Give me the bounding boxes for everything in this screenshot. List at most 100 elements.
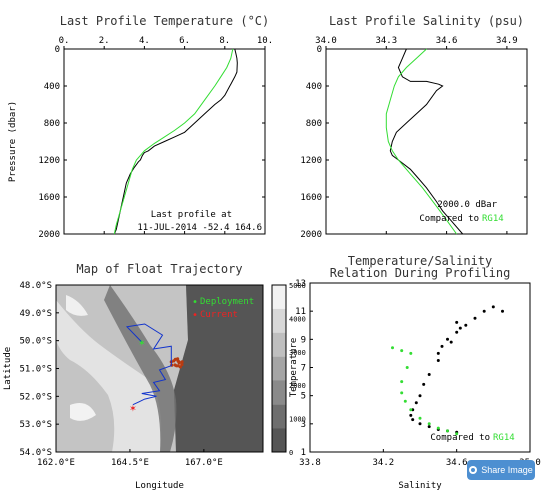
ts-profile-point: [411, 418, 415, 422]
temperature-y-axis-label: Pressure (dbar): [8, 101, 18, 182]
temperature-reference-line: [113, 48, 234, 235]
ts-y-tick-label: 3: [301, 420, 306, 430]
map-island: [70, 402, 96, 421]
ts-profile-point: [418, 422, 422, 426]
temperature-y-tick-label: 1600: [38, 193, 60, 203]
salinity-y-tick-label: 0: [317, 45, 322, 55]
ts-reference-point: [409, 351, 413, 355]
ts-reference-point: [405, 366, 409, 369]
current-marker: ✶: [130, 401, 137, 414]
map-y-tick-label: 53.0°S: [19, 420, 52, 430]
ts-reference-point: [400, 380, 404, 384]
ts-reference-point: [400, 391, 404, 395]
map-float-cluster-point: [176, 364, 180, 368]
ts-profile-point: [464, 323, 468, 327]
ts-x-tick-label: 33.8: [299, 458, 321, 468]
ts-y-axis-label: Temperature: [289, 338, 299, 398]
salinity-reference-line: [385, 48, 458, 235]
colorbar-segment: [272, 380, 286, 405]
ts-profile-point: [482, 309, 486, 313]
ts-reference-name: RG14: [493, 433, 515, 443]
salinity-profile-panel: Last Profile Salinity (psu) 34.0 34.3 34.6 3…: [300, 14, 528, 240]
map-x-tick-label: 167.0°E: [185, 458, 223, 468]
map-deep-region: [174, 285, 263, 452]
temperature-y-tick-label: 2000: [38, 230, 60, 240]
ts-x-tick-label: 34.2: [372, 458, 394, 468]
map-ridge-channel: [104, 285, 177, 452]
ts-profile-point: [473, 316, 477, 320]
temperature-y-tick-label: 800: [44, 119, 60, 129]
temperature-profile-panel: Last Profile Temperature (°C) 0. 2. 4. 6. 8. 1…: [8, 14, 273, 240]
map-x-tick-label: 164.5°E: [111, 458, 149, 468]
ts-profile-point: [455, 320, 459, 324]
ts-reference-point: [446, 429, 449, 433]
colorbar-tick-label: 1000: [289, 416, 306, 424]
salinity-depth-label: 2000.0 dBar: [437, 200, 497, 210]
colorbar-tick-label: 3000: [289, 349, 306, 357]
colorbar-tick-label: 4000: [289, 315, 306, 323]
colorbar-segment: [272, 308, 286, 333]
map-y-axis-label: Latitude: [3, 347, 13, 390]
map-y-tick-label: 49.0°S: [19, 309, 52, 319]
salinity-x-tick-label: 34.6: [436, 36, 458, 46]
temperature-y-tick-label: 1200: [38, 156, 60, 166]
temperature-y-tick-label: 400: [44, 82, 60, 92]
ts-chart-subtitle: Relation During Profiling: [330, 266, 511, 280]
map-ridge-shallow: [56, 300, 162, 452]
ts-y-tick-label: 1: [301, 448, 306, 458]
colorbar-tick-label: 0: [289, 449, 293, 457]
ts-reference-point: [400, 349, 404, 353]
map-y-tick-label: 52.0°S: [19, 392, 52, 402]
ts-reference-point: [436, 426, 440, 430]
legend-current-swatch: •: [192, 310, 198, 321]
ts-reference-point: [391, 346, 394, 350]
ts-y-tick-label: 5: [301, 392, 306, 402]
ts-profile-point: [422, 382, 426, 386]
ts-profile-point: [427, 425, 431, 429]
temperature-x-tick-label: 2.: [99, 36, 110, 46]
ts-chart-title: Temperature/Salinity: [348, 254, 493, 268]
ts-profile-point: [414, 401, 418, 405]
salinity-compared-label: Compared to: [419, 214, 479, 224]
ts-y-tick-label: 13: [295, 279, 306, 289]
map-float-cluster-point: [176, 359, 180, 363]
salinity-x-tick-label: 34.9: [496, 36, 518, 46]
map-float-cluster-point: [180, 360, 184, 364]
ts-reference-point: [427, 422, 431, 426]
salinity-profile-line: [389, 48, 464, 235]
ts-reference-point: [403, 399, 407, 403]
share-icon: [469, 466, 478, 474]
map-chart-title: Map of Float Trajectory: [76, 262, 242, 276]
colorbar-frame: [271, 284, 287, 453]
colorbar-segment: [272, 332, 286, 357]
colorbar-segment: [272, 356, 286, 381]
ts-profile-point: [409, 413, 413, 417]
ts-profile-point: [458, 326, 462, 330]
salinity-x-tick-label: 34.3: [375, 36, 397, 46]
salinity-y-tick-label: 1600: [300, 193, 322, 203]
legend-current-label: Current: [200, 310, 238, 320]
colorbar-segment: [272, 404, 286, 429]
map-x-axis-label: Longitude: [135, 481, 184, 491]
salinity-x-tick-label: 34.0: [315, 36, 337, 46]
colorbar-tick-label: 5000: [289, 282, 306, 290]
salinity-y-tick-label: 400: [306, 82, 322, 92]
salinity-y-tick-label: 2000: [300, 230, 322, 240]
ts-reference-point: [455, 432, 459, 436]
ts-profile-point: [440, 344, 444, 348]
share-image-button[interactable]: Share Image: [467, 460, 535, 480]
share-image-label: Share Image: [481, 465, 533, 475]
map-y-tick-label: 50.0°S: [19, 337, 52, 347]
temperature-x-tick-label: 4.: [139, 36, 150, 46]
ts-reference-point: [409, 408, 413, 412]
ts-reference-point: [418, 416, 422, 420]
salinity-y-tick-label: 800: [306, 119, 322, 129]
ts-profile-point: [446, 337, 449, 341]
float-trajectory-line: [125, 323, 172, 406]
salinity-chart-title: Last Profile Salinity (psu): [329, 14, 524, 28]
ts-profile-point: [427, 373, 431, 376]
ts-profile-point: [436, 359, 440, 362]
ts-x-tick-label: 34.6: [446, 458, 468, 468]
salinity-y-tick-label: 1200: [300, 156, 322, 166]
